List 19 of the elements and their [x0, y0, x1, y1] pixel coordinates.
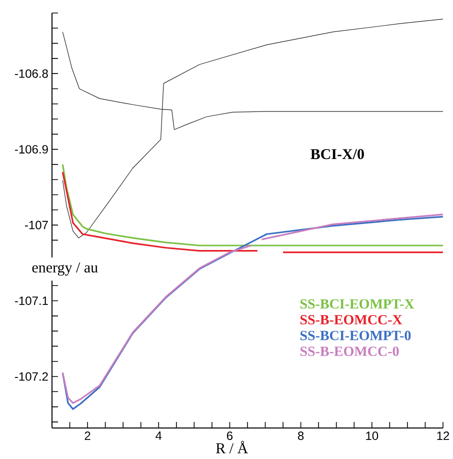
annotation: BCI-X/0: [310, 149, 364, 160]
x-tick-label: 2: [84, 432, 90, 440]
y-axis-title: energy / au: [32, 262, 98, 276]
text: SS-BCI-EOMPT-0: [300, 330, 411, 340]
y-tick-label: -107.2: [14, 372, 48, 381]
x-tick-label: 12: [437, 432, 450, 440]
x-tick-label: 8: [298, 432, 304, 440]
text: SS-BCI-EOMPT-X: [300, 299, 414, 309]
x-tick-label: 10: [366, 432, 378, 440]
y-tick-label: -107: [24, 220, 48, 230]
x-tick-label: 6: [226, 432, 233, 440]
y-tick-label: -107.1: [14, 296, 48, 306]
text: SS-B-EOMCC-0: [300, 346, 399, 356]
x-axis-title: R / Å: [216, 440, 248, 454]
y-tick-label: -106.9: [14, 145, 48, 154]
x-tick-label: 4: [156, 432, 162, 440]
text: SS-B-EOMCC-X: [300, 315, 402, 324]
line-series: [62, 18, 443, 238]
y-tick-label: -106.8: [14, 69, 48, 78]
